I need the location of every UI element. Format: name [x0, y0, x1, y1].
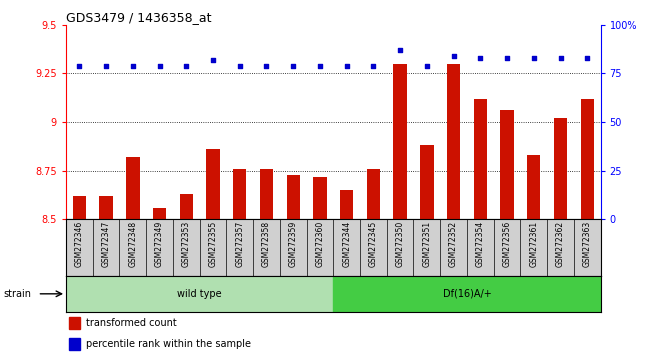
- Text: GSM272362: GSM272362: [556, 221, 565, 267]
- Bar: [73, 196, 86, 219]
- Point: [341, 63, 352, 68]
- Text: GSM272348: GSM272348: [128, 221, 137, 267]
- Text: GSM272345: GSM272345: [369, 221, 378, 267]
- Bar: [233, 169, 246, 219]
- Bar: [340, 190, 353, 219]
- Point: [74, 63, 84, 68]
- Bar: [527, 155, 541, 219]
- Point: [181, 63, 191, 68]
- Bar: [333, 276, 601, 312]
- Text: GSM272363: GSM272363: [583, 221, 592, 267]
- Text: GSM272360: GSM272360: [315, 221, 325, 267]
- Point: [315, 63, 325, 68]
- Text: GSM272346: GSM272346: [75, 221, 84, 267]
- Point: [502, 55, 512, 61]
- Point: [368, 63, 379, 68]
- Point: [448, 53, 459, 59]
- Text: GSM272359: GSM272359: [288, 221, 298, 267]
- Text: GSM272361: GSM272361: [529, 221, 539, 267]
- Bar: [367, 169, 380, 219]
- Point: [582, 55, 593, 61]
- Text: GSM272347: GSM272347: [102, 221, 111, 267]
- Bar: [474, 99, 487, 219]
- Bar: [207, 149, 220, 219]
- Point: [234, 63, 245, 68]
- Text: percentile rank within the sample: percentile rank within the sample: [86, 339, 251, 349]
- Bar: [500, 110, 513, 219]
- Text: GSM272355: GSM272355: [209, 221, 218, 267]
- Bar: [420, 145, 434, 219]
- Bar: [126, 157, 139, 219]
- Text: GSM272358: GSM272358: [262, 221, 271, 267]
- Text: GSM272350: GSM272350: [395, 221, 405, 267]
- Text: GSM272352: GSM272352: [449, 221, 458, 267]
- Text: wild type: wild type: [178, 289, 222, 299]
- Bar: [260, 169, 273, 219]
- Text: GSM272353: GSM272353: [182, 221, 191, 267]
- Bar: [69, 338, 81, 350]
- Point: [529, 55, 539, 61]
- Point: [475, 55, 486, 61]
- Bar: [66, 276, 333, 312]
- Bar: [314, 177, 327, 219]
- Point: [154, 63, 165, 68]
- Point: [422, 63, 432, 68]
- Bar: [581, 99, 594, 219]
- Text: GSM272356: GSM272356: [502, 221, 512, 267]
- Text: strain: strain: [3, 289, 31, 299]
- Bar: [554, 118, 567, 219]
- Text: GSM272357: GSM272357: [235, 221, 244, 267]
- Bar: [286, 175, 300, 219]
- Bar: [180, 194, 193, 219]
- Bar: [393, 64, 407, 219]
- Text: transformed count: transformed count: [86, 318, 177, 329]
- Point: [555, 55, 566, 61]
- Bar: [447, 64, 460, 219]
- Point: [208, 57, 218, 63]
- Text: GSM272354: GSM272354: [476, 221, 485, 267]
- Text: GSM272344: GSM272344: [342, 221, 351, 267]
- Text: Df(16)A/+: Df(16)A/+: [443, 289, 491, 299]
- Point: [395, 47, 405, 53]
- Point: [288, 63, 298, 68]
- Text: GDS3479 / 1436358_at: GDS3479 / 1436358_at: [66, 11, 211, 24]
- Point: [101, 63, 112, 68]
- Text: GSM272351: GSM272351: [422, 221, 432, 267]
- Bar: [69, 318, 81, 329]
- Bar: [100, 196, 113, 219]
- Bar: [153, 208, 166, 219]
- Point: [127, 63, 138, 68]
- Point: [261, 63, 272, 68]
- Text: GSM272349: GSM272349: [155, 221, 164, 267]
